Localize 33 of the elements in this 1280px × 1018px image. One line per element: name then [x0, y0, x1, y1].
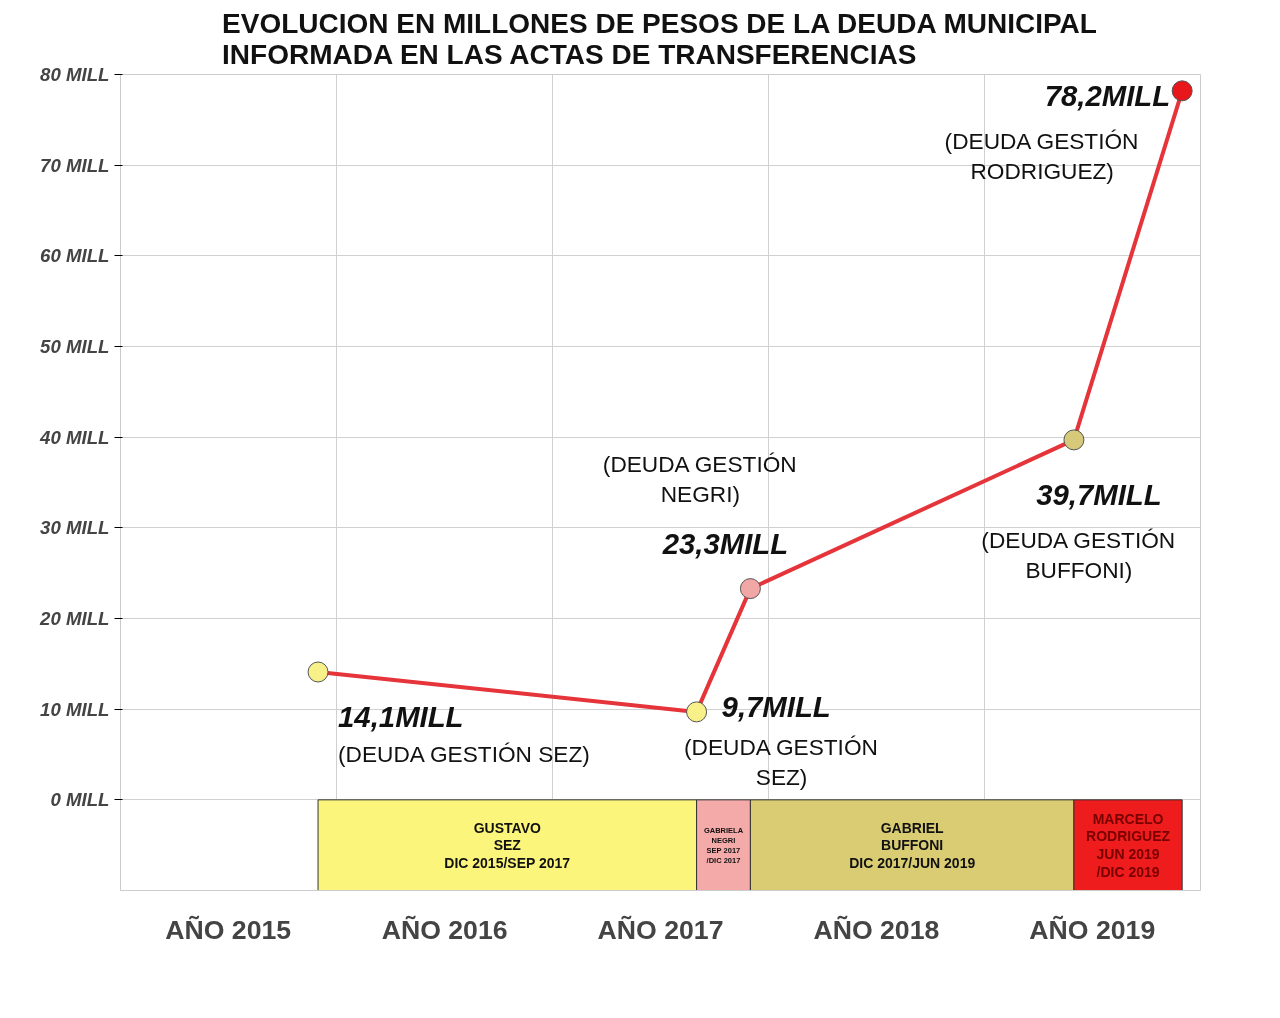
- y-tick-label: 20 MILL: [39, 608, 110, 629]
- band-label: MARCELO RODRIGUEZ JUN 2019 /DIC 2019: [1086, 810, 1171, 880]
- annotation: (DEUDA GESTIÓN SEZ): [338, 740, 590, 767]
- data-label: 23,3MILL: [661, 527, 789, 561]
- y-tick-label: 40 MILL: [39, 426, 110, 448]
- annotation: (DEUDA GESTIÓN BUFFONI): [981, 526, 1176, 583]
- chart-title: EVOLUCION EN MILLONES DE PESOS DE LA DEUDA MUNICIPAL INFORMADA EN LAS ACTAS DE TRANSFERENCIAS: [222, 7, 1097, 70]
- annotation: (DEUDA GESTIÓN NEGRI): [602, 450, 797, 507]
- x-tick-label: AÑO 2018: [813, 914, 940, 945]
- y-tick-label: 0 MILL: [50, 789, 110, 811]
- point: [739, 578, 761, 600]
- data-label: 9,7MILL: [721, 690, 831, 724]
- x-tick-label: AÑO 2016: [381, 914, 508, 945]
- point: [1171, 80, 1193, 102]
- annotation: (DEUDA GESTIÓN SEZ): [684, 733, 878, 790]
- y-tick-label: 80 MILL: [40, 64, 110, 85]
- point: [307, 661, 329, 683]
- y-tick-label: 70 MILL: [40, 154, 110, 176]
- point: [686, 701, 708, 723]
- y-tick-label: 30 MILL: [40, 517, 110, 539]
- data-label: 78,2MILL: [1044, 79, 1171, 113]
- band-label: GABRIEL BUFFONI DIC 2017/JUN 2019: [849, 819, 976, 871]
- y-tick-label: 10 MILL: [40, 698, 110, 720]
- x-tick-label: AÑO 2019: [1029, 914, 1156, 945]
- y-tick-label: 50 MILL: [40, 336, 110, 357]
- data-label: 14,1MILL: [338, 700, 464, 734]
- point: [1063, 429, 1085, 451]
- data-label: 39,7MILL: [1036, 478, 1162, 512]
- x-tick-label: AÑO 2015: [165, 914, 292, 945]
- annotation: (DEUDA GESTIÓN RODRIGUEZ): [944, 127, 1139, 184]
- x-tick-label: AÑO 2017: [597, 914, 724, 945]
- y-tick-label: 60 MILL: [40, 245, 110, 267]
- band-label: GUSTAVO SEZ DIC 2015/SEP 2017: [444, 819, 571, 871]
